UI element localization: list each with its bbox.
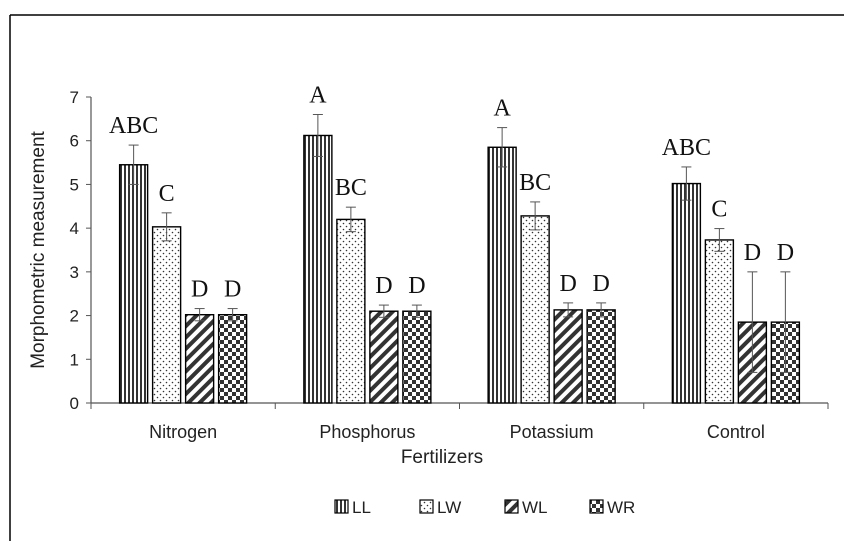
legend-swatch-ll — [334, 499, 349, 514]
legend-label-wr: WR — [607, 498, 635, 517]
y-tick-label: 7 — [70, 88, 79, 107]
bar-ll-nitrogen — [118, 164, 149, 404]
significance-label: A — [309, 82, 327, 108]
bar-ll-control — [671, 182, 702, 404]
significance-label: D — [777, 240, 794, 266]
bar-wl-nitrogen — [184, 313, 215, 404]
x-tick-label: Nitrogen — [149, 422, 217, 442]
significance-label: BC — [519, 170, 551, 196]
bar-lw-nitrogen — [151, 226, 182, 404]
legend-label-ll: LL — [352, 498, 371, 517]
significance-label: ABC — [109, 113, 158, 139]
significance-label: A — [493, 96, 511, 122]
legend-swatch-wr — [589, 499, 604, 514]
bar-lw-potassium — [520, 215, 550, 404]
significance-label: D — [408, 273, 425, 299]
significance-label: D — [744, 240, 761, 266]
x-tick-label: Potassium — [510, 422, 594, 442]
significance-label: D — [224, 277, 241, 303]
bar-ll-potassium — [487, 146, 517, 404]
y-tick-label: 6 — [70, 132, 79, 151]
bar-wr-nitrogen — [217, 313, 248, 404]
bar-ll-phosphorus — [303, 134, 333, 404]
legend-swatch-wl — [504, 499, 519, 514]
bar-wl-potassium — [553, 309, 583, 404]
significance-label: D — [559, 271, 576, 297]
significance-label: D — [592, 271, 609, 297]
significance-label: BC — [335, 175, 367, 201]
bar-wr-phosphorus — [402, 310, 432, 404]
significance-label: ABC — [662, 135, 711, 161]
y-tick-label: 3 — [70, 263, 79, 282]
legend-label-wl: WL — [522, 498, 548, 517]
y-tick-label: 0 — [70, 394, 79, 413]
bar-lw-control — [704, 239, 735, 404]
x-tick-label: Control — [707, 422, 765, 442]
plot-area: 0 1 2 3 4 5 6 7 Nitrogen Phosphorus Potassium Contr… — [70, 82, 829, 442]
x-tick-label: Phosphorus — [319, 422, 415, 442]
bar-wl-phosphorus — [369, 310, 399, 404]
legend: LL LW WL WR — [334, 498, 635, 517]
y-axis-label: Morphometric measurement — [28, 130, 49, 368]
significance-label: C — [711, 197, 727, 223]
significance-label: D — [191, 277, 208, 303]
bar-lw-phosphorus — [336, 218, 366, 404]
legend-swatch-lw — [419, 499, 434, 514]
y-tick-label: 2 — [70, 307, 79, 326]
y-tick-label: 5 — [70, 175, 79, 194]
legend-label-lw: LW — [437, 498, 461, 517]
bar-wr-potassium — [586, 309, 616, 404]
significance-label: D — [375, 273, 392, 299]
y-tick-label: 1 — [70, 350, 79, 369]
x-axis-label: Fertilizers — [401, 447, 483, 468]
significance-label: C — [159, 181, 175, 207]
y-tick-label: 4 — [70, 219, 79, 238]
